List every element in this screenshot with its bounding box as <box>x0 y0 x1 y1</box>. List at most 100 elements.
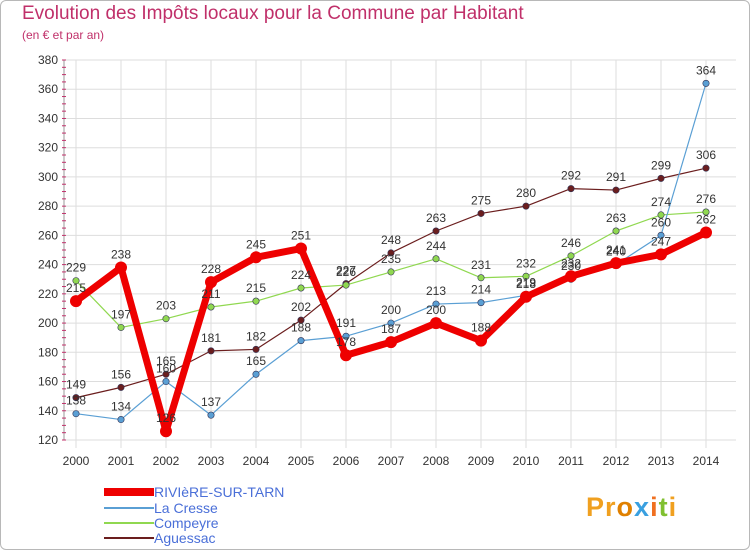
data-label-0: 262 <box>696 212 716 226</box>
data-point-2 <box>702 208 710 216</box>
legend-item-compeyre[interactable]: Compeyre <box>104 514 219 531</box>
data-point-0 <box>295 242 307 255</box>
proxiti-logo: Proxiti <box>586 492 677 523</box>
data-point-2 <box>657 211 665 219</box>
data-point-1 <box>117 416 125 424</box>
y-tick-label: 320 <box>38 141 58 155</box>
chart-title: Evolution des Impôts locaux pour la Comm… <box>22 3 524 24</box>
data-point-3 <box>477 209 485 217</box>
data-point-3 <box>702 164 710 172</box>
data-point-3 <box>297 316 305 324</box>
data-point-3 <box>117 383 125 391</box>
data-point-1 <box>342 332 350 340</box>
data-label-1: 188 <box>291 321 311 335</box>
data-label-2: 244 <box>426 239 446 253</box>
data-point-2 <box>612 227 620 235</box>
data-point-0 <box>340 349 352 362</box>
data-label-3: 292 <box>561 169 581 183</box>
data-label-2: 274 <box>651 195 671 209</box>
y-tick-label: 300 <box>38 170 58 184</box>
data-label-1: 191 <box>336 316 356 330</box>
data-point-2 <box>252 297 260 305</box>
y-tick-label: 120 <box>38 433 58 447</box>
axes: 120 140 160 180 200 220 240 260 280 300 320 340 360 3… <box>38 53 720 468</box>
data-label-0: 241 <box>606 243 626 257</box>
data-point-0 <box>385 336 397 349</box>
data-point-3 <box>252 345 260 353</box>
data-label-0: 232 <box>561 256 581 270</box>
data-label-0: 245 <box>246 237 266 251</box>
data-label-1: 230 <box>561 259 581 273</box>
x-tick-label: 2008 <box>423 454 450 468</box>
data-labels: 149 156 165 181 182 202 227 248 263 275 280 292 291 2… <box>66 63 716 425</box>
data-point-0 <box>115 261 127 274</box>
legend-swatch-compeyre <box>104 521 154 524</box>
data-label-0: 238 <box>111 248 131 262</box>
data-label-2: 211 <box>201 287 220 301</box>
data-point-3 <box>207 347 215 355</box>
legend-swatch-riviere <box>104 487 154 496</box>
data-label-0: 247 <box>651 234 671 248</box>
data-label-3: 248 <box>381 233 401 247</box>
data-label-3: 306 <box>696 148 716 162</box>
legend-item-riviere[interactable]: RIVIèRE-SUR-TARN <box>104 483 285 500</box>
x-tick-label: 2004 <box>243 454 270 468</box>
x-tick-label: 2014 <box>693 454 720 468</box>
data-label-1: 134 <box>111 400 131 414</box>
data-label-3: 263 <box>426 211 446 225</box>
data-label-1: 214 <box>471 283 491 297</box>
y-tick-label: 340 <box>38 111 58 125</box>
data-label-2: 263 <box>606 211 626 225</box>
data-point-3 <box>522 202 530 210</box>
data-point-1 <box>432 300 440 308</box>
data-point-0 <box>475 334 487 347</box>
data-label-1: 137 <box>201 395 221 409</box>
y-tick-label: 380 <box>38 53 58 67</box>
x-tick-label: 2005 <box>288 454 315 468</box>
y-tick-label: 200 <box>38 316 58 330</box>
legend-item-aguessac[interactable]: Aguessac <box>104 529 216 546</box>
data-label-3: 202 <box>291 300 311 314</box>
data-label-2: 197 <box>111 307 131 321</box>
legend-item-la-cresse[interactable]: La Cresse <box>104 500 218 516</box>
data-point-2 <box>117 323 125 331</box>
data-point-2 <box>522 272 530 280</box>
data-point-1 <box>477 299 485 307</box>
data-label-2: 215 <box>246 281 266 295</box>
legend-label-compeyre: Compeyre <box>154 514 219 531</box>
data-point-3 <box>72 394 80 402</box>
data-label-2: 229 <box>66 261 86 275</box>
legend-label-riviere: RIVIèRE-SUR-TARN <box>154 483 285 500</box>
data-point-0 <box>70 295 82 308</box>
series <box>70 79 712 438</box>
data-label-1: 219 <box>516 275 536 289</box>
data-point-2 <box>297 284 305 292</box>
data-label-0: 215 <box>66 281 86 295</box>
data-point-0 <box>655 248 667 261</box>
x-tick-label: 2013 <box>648 454 675 468</box>
x-tick-label: 2000 <box>63 454 90 468</box>
legend-swatch-aguessac <box>104 536 154 539</box>
data-point-3 <box>162 370 170 378</box>
data-point-0 <box>160 425 172 438</box>
data-point-2 <box>342 281 350 289</box>
data-label-1: 160 <box>156 362 176 376</box>
x-tick-label: 2012 <box>603 454 630 468</box>
x-tick-label: 2011 <box>558 454 584 468</box>
data-label-3: 165 <box>156 354 176 368</box>
legend-swatch-la-cresse <box>104 506 154 509</box>
logo-letter: t <box>658 492 669 522</box>
data-label-3: 275 <box>471 193 491 207</box>
data-point-0 <box>565 270 577 283</box>
legend-label-aguessac: Aguessac <box>154 529 216 546</box>
data-label-3: 181 <box>201 331 221 345</box>
data-point-1 <box>162 378 170 386</box>
data-label-3: 227 <box>336 264 356 278</box>
data-point-3 <box>432 227 440 235</box>
data-point-2 <box>162 315 170 323</box>
logo-letter: x <box>634 492 651 522</box>
data-label-1: 165 <box>246 354 266 368</box>
data-label-1: 138 <box>66 394 86 408</box>
data-point-1 <box>387 319 395 327</box>
x-tick-label: 2010 <box>513 454 540 468</box>
